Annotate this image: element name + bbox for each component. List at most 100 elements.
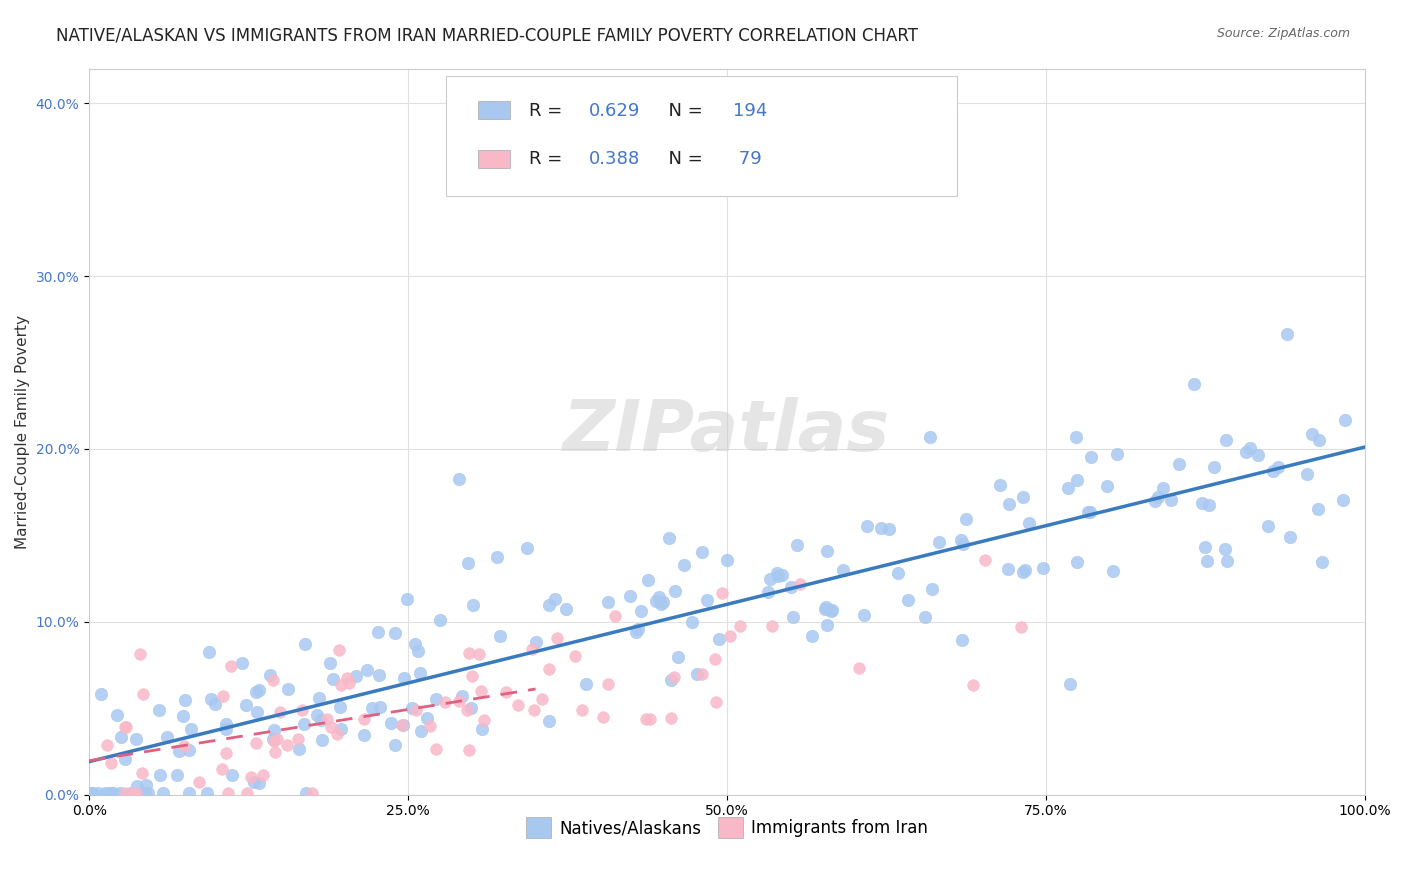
Point [1310, 555, 1333, 569]
Point [291, 703, 314, 717]
Point [710, 586, 733, 600]
Point [121, 786, 143, 800]
Point [108, 786, 131, 800]
Point [571, 703, 593, 717]
Point [259, 667, 281, 681]
Point [1168, 457, 1191, 471]
Point [706, 696, 728, 710]
Point [321, 720, 343, 734]
Point [221, 768, 243, 782]
Point [263, 745, 285, 759]
Point [638, 713, 661, 727]
Point [544, 591, 567, 606]
Point [603, 609, 626, 624]
Point [392, 671, 415, 685]
Point [1191, 496, 1213, 510]
Point [269, 705, 291, 719]
Point [458, 742, 481, 756]
Point [681, 615, 703, 630]
Point [177, 786, 200, 800]
Point [1018, 516, 1040, 530]
Y-axis label: Married-Couple Family Poverty: Married-Couple Family Poverty [15, 315, 30, 549]
Point [1078, 505, 1101, 519]
Point [718, 629, 741, 643]
Point [1010, 620, 1032, 634]
Point [1331, 493, 1354, 508]
Point [235, 698, 257, 713]
Point [634, 712, 657, 726]
Point [391, 717, 413, 731]
Point [294, 637, 316, 651]
Point [801, 630, 824, 644]
Point [134, 786, 156, 800]
Point [276, 738, 298, 752]
Point [786, 538, 808, 552]
Point [596, 595, 619, 609]
Point [538, 662, 561, 676]
Point [356, 663, 378, 677]
Text: R =: R = [529, 150, 568, 169]
Point [82, 786, 104, 800]
Point [450, 690, 472, 704]
Point [384, 738, 406, 752]
Point [463, 598, 485, 612]
Point [169, 743, 191, 757]
Point [246, 705, 269, 719]
Point [125, 786, 148, 800]
Point [252, 768, 274, 782]
Point [457, 646, 479, 660]
Point [630, 604, 652, 618]
Point [673, 558, 696, 572]
Point [114, 752, 136, 766]
Point [429, 613, 451, 627]
Point [449, 472, 471, 486]
Point [370, 700, 392, 714]
Point [1301, 426, 1323, 441]
Point [287, 732, 309, 747]
Point [564, 648, 586, 663]
Point [322, 672, 344, 686]
Point [288, 742, 311, 756]
Point [1257, 519, 1279, 533]
Point [105, 708, 128, 723]
Text: 194: 194 [734, 102, 768, 120]
Point [488, 629, 510, 643]
Point [648, 591, 671, 605]
Point [262, 731, 284, 746]
Point [308, 690, 330, 705]
Point [195, 786, 218, 800]
Text: Source: ZipAtlas.com: Source: ZipAtlas.com [1216, 27, 1350, 40]
Point [132, 687, 155, 701]
Point [103, 786, 125, 800]
Point [815, 618, 838, 632]
Point [1057, 481, 1080, 495]
Point [598, 677, 620, 691]
Point [409, 724, 432, 739]
Point [96, 738, 118, 752]
Point [546, 631, 568, 645]
Point [554, 601, 576, 615]
Point [405, 702, 427, 716]
Point [696, 592, 718, 607]
Point [263, 733, 285, 747]
Point [624, 625, 647, 640]
Point [815, 544, 838, 558]
Point [129, 647, 152, 661]
Point [962, 678, 984, 692]
Point [416, 711, 439, 725]
Point [690, 666, 713, 681]
Point [187, 774, 209, 789]
Point [704, 651, 727, 665]
Point [166, 768, 188, 782]
Point [277, 682, 299, 697]
Point [396, 591, 419, 606]
Point [131, 765, 153, 780]
Point [368, 667, 391, 681]
Point [148, 703, 170, 717]
Point [520, 641, 543, 656]
Point [114, 720, 136, 734]
Point [344, 669, 367, 683]
Point [756, 585, 779, 599]
Point [506, 698, 529, 713]
Point [247, 775, 270, 789]
